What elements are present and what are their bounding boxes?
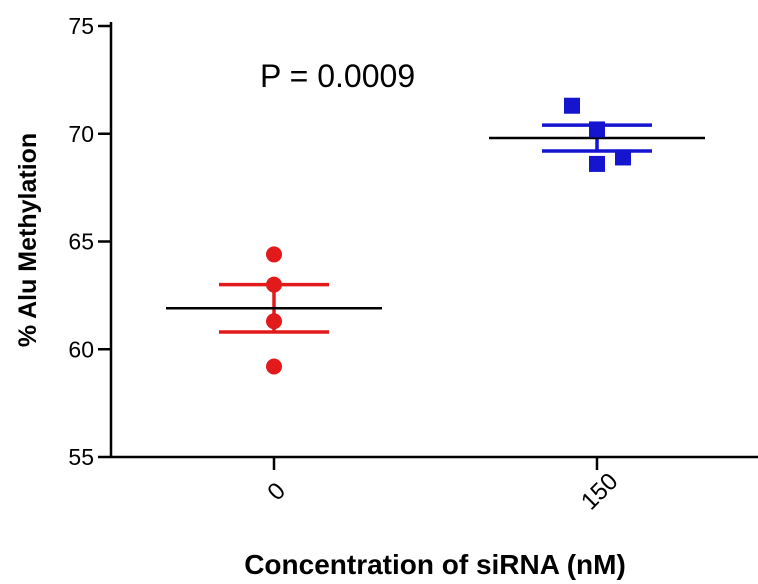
series-group <box>166 246 382 375</box>
data-point <box>564 97 580 114</box>
data-point <box>266 313 282 330</box>
x-tick-label: 150 <box>576 468 623 515</box>
axes <box>109 22 758 459</box>
x-ticks: 0 150 <box>262 457 623 515</box>
data-point <box>266 246 282 263</box>
y-ticks: 55 60 65 70 75 <box>68 13 111 470</box>
p-value-annotation: P = 0.0009 <box>260 58 415 94</box>
data-point <box>615 149 631 166</box>
data-point <box>266 358 282 375</box>
y-tick-label: 75 <box>68 13 94 39</box>
series-group <box>489 97 705 172</box>
y-tick-label: 70 <box>68 121 94 147</box>
y-tick-label: 60 <box>68 336 94 362</box>
series-layer <box>166 97 705 375</box>
y-tick-label: 55 <box>68 444 94 470</box>
data-point <box>266 276 282 293</box>
y-tick-label: 65 <box>68 229 94 255</box>
data-point <box>589 155 605 172</box>
x-tick-label: 0 <box>262 477 291 506</box>
x-axis-label: Concentration of siRNA (nM) <box>244 549 626 580</box>
data-point <box>589 121 605 138</box>
y-axis-label: % Alu Methylation <box>14 133 42 347</box>
